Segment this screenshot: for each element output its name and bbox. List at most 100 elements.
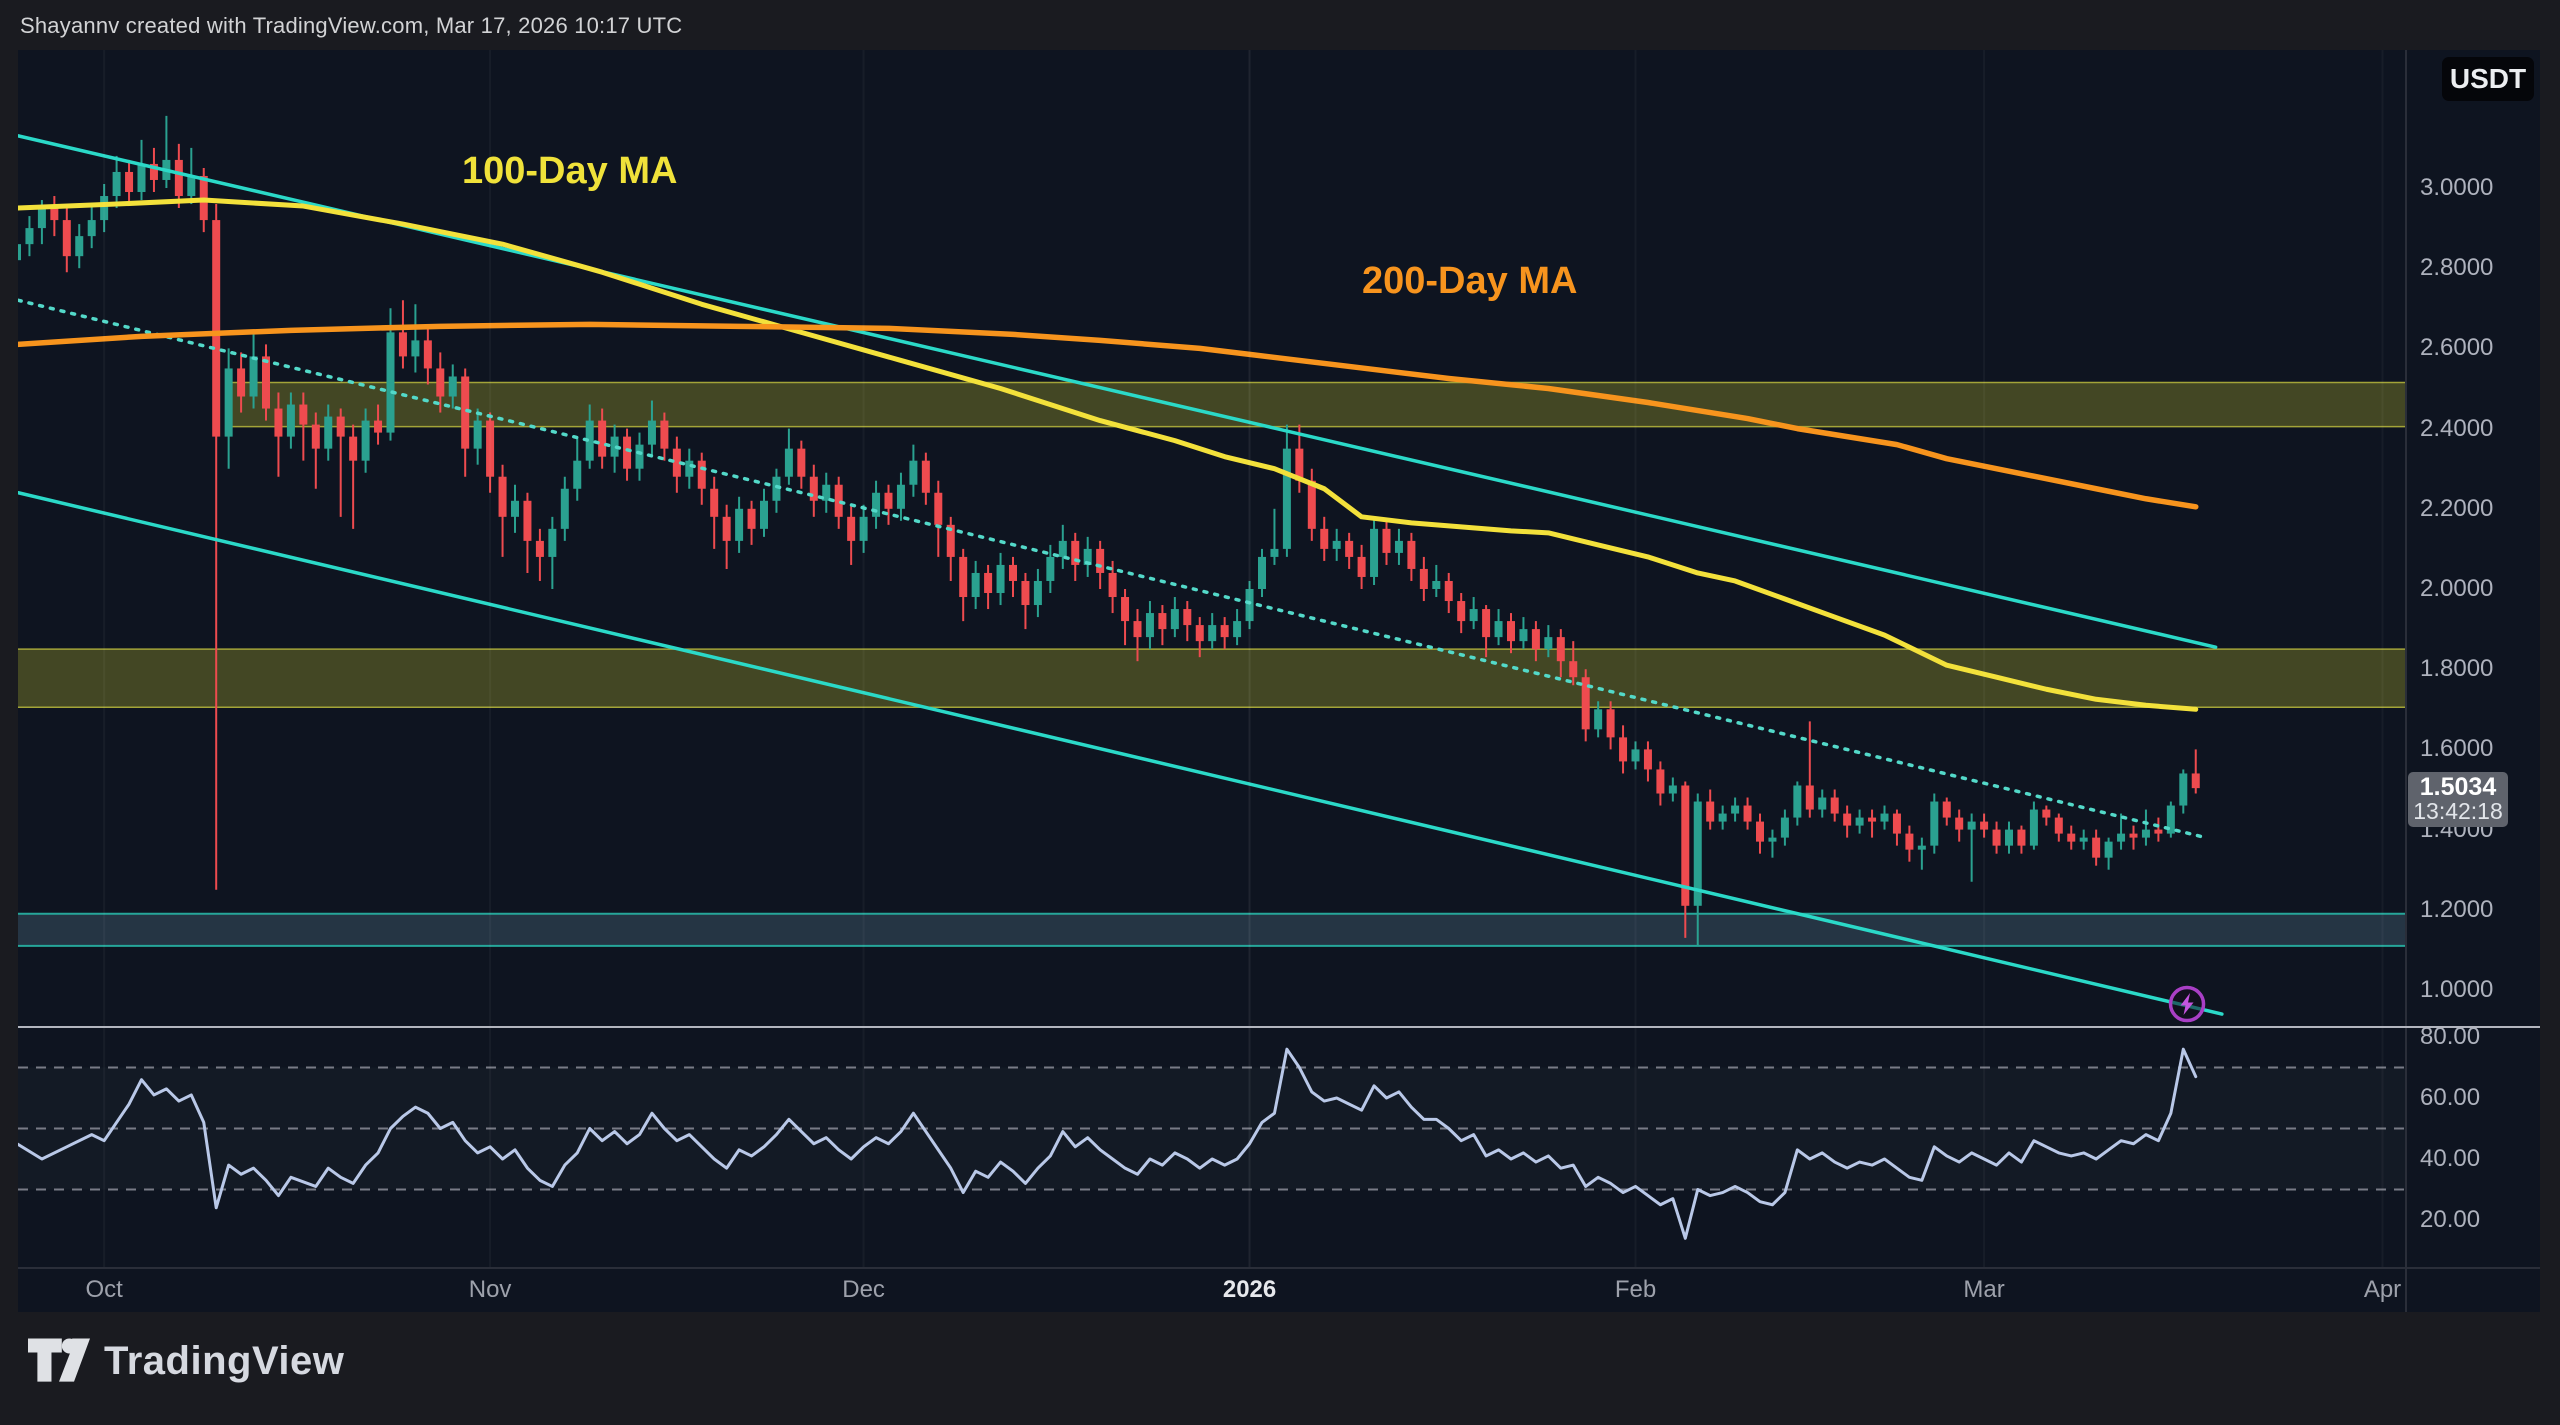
candle-countdown: 13:42:18 xyxy=(2413,798,2503,825)
candle-body xyxy=(1880,813,1889,822)
candle-body xyxy=(1942,801,1951,818)
main-price-pane[interactable] xyxy=(13,115,2406,1016)
candle-body xyxy=(2017,829,2026,846)
candle-body xyxy=(1307,480,1316,529)
candle-body xyxy=(411,340,420,357)
candle-body xyxy=(1208,625,1217,642)
candle-body xyxy=(237,368,246,397)
candle-body xyxy=(1295,448,1304,481)
candle-body xyxy=(610,436,619,457)
candle-body xyxy=(1444,580,1453,602)
candle-body xyxy=(1096,548,1105,573)
last-price-value: 1.5034 xyxy=(2419,772,2497,801)
channel-lower-trendline[interactable] xyxy=(18,491,2224,1016)
candle-body xyxy=(896,484,905,509)
candle-body xyxy=(623,436,632,469)
candle-body xyxy=(1868,817,1877,822)
candle-body xyxy=(872,492,881,517)
candle-body xyxy=(386,332,395,433)
candle-body xyxy=(1905,833,1914,850)
candle-body xyxy=(1108,572,1117,598)
candle-body xyxy=(1656,769,1665,794)
candle-body xyxy=(1980,821,1989,830)
candle-body xyxy=(1046,556,1055,581)
candle-body xyxy=(2042,809,2051,818)
resistance-zone-mid[interactable] xyxy=(18,649,2406,708)
candle-body xyxy=(75,236,84,257)
quote-currency-badge[interactable]: USDT xyxy=(2442,57,2534,101)
candle-body xyxy=(361,420,370,461)
candle-body xyxy=(1855,817,1864,826)
rsi-tick-label: 60.00 xyxy=(2420,1084,2481,1111)
candle-body xyxy=(2092,837,2101,858)
candle-body xyxy=(1569,661,1578,678)
candle-body xyxy=(735,508,744,541)
candle-body xyxy=(1892,813,1901,834)
candle-body xyxy=(1830,797,1839,814)
candle-body xyxy=(772,476,781,501)
candle-body xyxy=(1058,540,1067,557)
lightning-event-marker[interactable] xyxy=(2168,985,2206,1023)
candle-body xyxy=(1843,813,1852,826)
candle-body xyxy=(1009,564,1017,581)
candle-body xyxy=(598,420,607,457)
candle-body xyxy=(125,171,134,193)
candle-body xyxy=(1121,597,1130,622)
tradingview-logo[interactable]: TradingView xyxy=(28,1338,344,1384)
candle-body xyxy=(760,500,768,529)
candle-body xyxy=(311,424,320,449)
candle-body xyxy=(2179,773,2188,806)
candle-body xyxy=(1955,817,1964,830)
rsi-pane[interactable] xyxy=(17,1047,2406,1240)
candle-body xyxy=(1382,528,1391,553)
candle-body xyxy=(249,356,258,397)
candle-body xyxy=(685,460,694,477)
candle-body xyxy=(2117,833,2126,842)
candle-body xyxy=(37,208,46,229)
time-label-Dec: Dec xyxy=(842,1276,885,1303)
candle-body xyxy=(1407,540,1416,569)
chart-canvas-background[interactable] xyxy=(18,50,2540,1312)
candle-body xyxy=(672,448,681,477)
candle-body xyxy=(423,340,432,369)
candle-body xyxy=(535,540,544,557)
candle-body xyxy=(18,244,21,261)
candle-body xyxy=(1145,613,1154,638)
candle-body xyxy=(1258,556,1266,589)
candle-body xyxy=(212,220,221,437)
candle-body xyxy=(1743,805,1752,822)
candle-body xyxy=(2067,833,2076,842)
candle-body xyxy=(1581,677,1590,730)
candle-body xyxy=(1731,805,1740,814)
channel-midline-dotted[interactable] xyxy=(18,298,2208,840)
price-tick-label: 2.6000 xyxy=(2420,334,2494,362)
candle-body xyxy=(934,492,943,525)
price-tick-label: 2.8000 xyxy=(2420,254,2494,282)
attribution-text: Shayannv created with TradingView.com, M… xyxy=(20,13,683,38)
candle-body xyxy=(1432,580,1441,589)
candle-body xyxy=(498,476,507,517)
candle-body xyxy=(1992,829,2001,846)
support-zone-teal[interactable] xyxy=(18,913,2406,946)
price-tick-label: 1.2000 xyxy=(2420,895,2494,923)
candle-body xyxy=(722,516,731,541)
candle-body xyxy=(697,460,706,489)
candle-body xyxy=(2079,837,2088,842)
rsi-tick-label: 20.00 xyxy=(2420,1206,2481,1233)
candle-body xyxy=(174,159,183,197)
price-tick-label: 2.4000 xyxy=(2420,414,2494,442)
candle-body xyxy=(1930,801,1939,846)
candle-body xyxy=(1519,629,1528,642)
candle-body xyxy=(2054,817,2063,834)
pane-divider[interactable] xyxy=(18,1026,2540,1028)
candle-body xyxy=(336,416,345,437)
candle-body xyxy=(585,420,594,461)
candle-body xyxy=(971,572,980,598)
candle-body xyxy=(100,196,109,221)
candle-body xyxy=(137,163,146,193)
price-tick-label: 1.0000 xyxy=(2420,976,2494,1003)
candle-body xyxy=(647,420,656,445)
candle-body xyxy=(1756,821,1764,842)
resistance-zone-upper[interactable] xyxy=(231,382,2406,427)
